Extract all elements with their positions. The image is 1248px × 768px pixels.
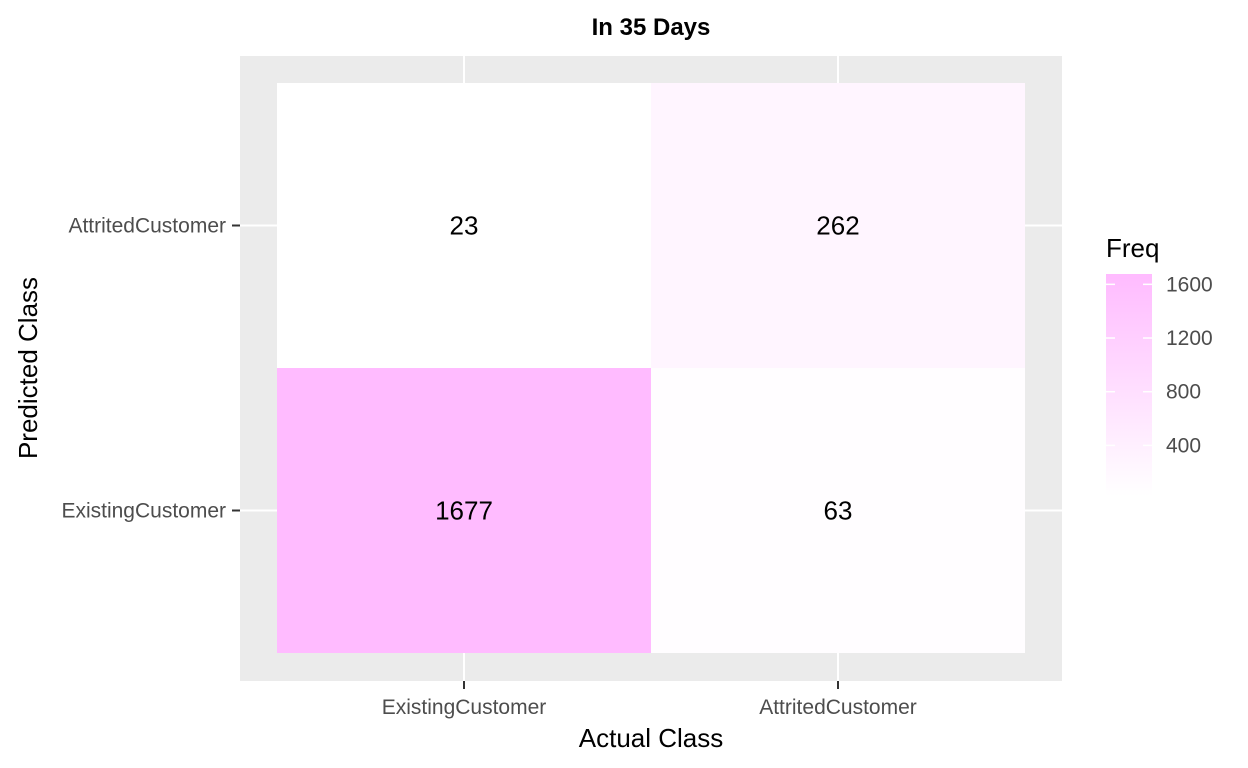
legend-tick-label: 400 xyxy=(1166,434,1201,457)
x-axis-ticks: ExistingCustomer AttritedCustomer xyxy=(382,681,917,719)
x-tick-label: AttritedCustomer xyxy=(759,696,917,719)
legend-tick-label: 1600 xyxy=(1166,273,1213,296)
y-axis-ticks: AttritedCustomer ExistingCustomer xyxy=(61,215,240,523)
cell-value-labels: 23 262 1677 63 xyxy=(435,211,860,526)
cell-value-label: 1677 xyxy=(435,496,493,526)
legend-title: Freq xyxy=(1106,233,1159,263)
legend-ticks: 400 800 1200 1600 xyxy=(1106,273,1213,457)
legend-tick-label: 1200 xyxy=(1166,327,1213,350)
y-tick-label: ExistingCustomer xyxy=(61,500,226,523)
legend-colorbar xyxy=(1106,274,1152,496)
heatmap-cell xyxy=(651,368,1025,653)
y-tick-label: AttritedCustomer xyxy=(68,215,226,238)
cell-value-label: 23 xyxy=(450,211,479,241)
y-axis-title: Predicted Class xyxy=(13,277,43,459)
legend: Freq 400 800 1200 1600 xyxy=(1106,233,1213,496)
heatmap-cells xyxy=(277,83,1025,653)
chart-title: In 35 Days xyxy=(592,14,711,41)
heatmap-cell xyxy=(651,83,1025,368)
x-axis-title: Actual Class xyxy=(579,723,724,753)
cell-value-label: 63 xyxy=(824,496,853,526)
cell-value-label: 262 xyxy=(816,211,859,241)
legend-tick-label: 800 xyxy=(1166,381,1201,404)
heatmap-cell xyxy=(277,368,651,653)
x-tick-label: ExistingCustomer xyxy=(382,696,547,719)
heatmap-cell xyxy=(277,83,651,368)
